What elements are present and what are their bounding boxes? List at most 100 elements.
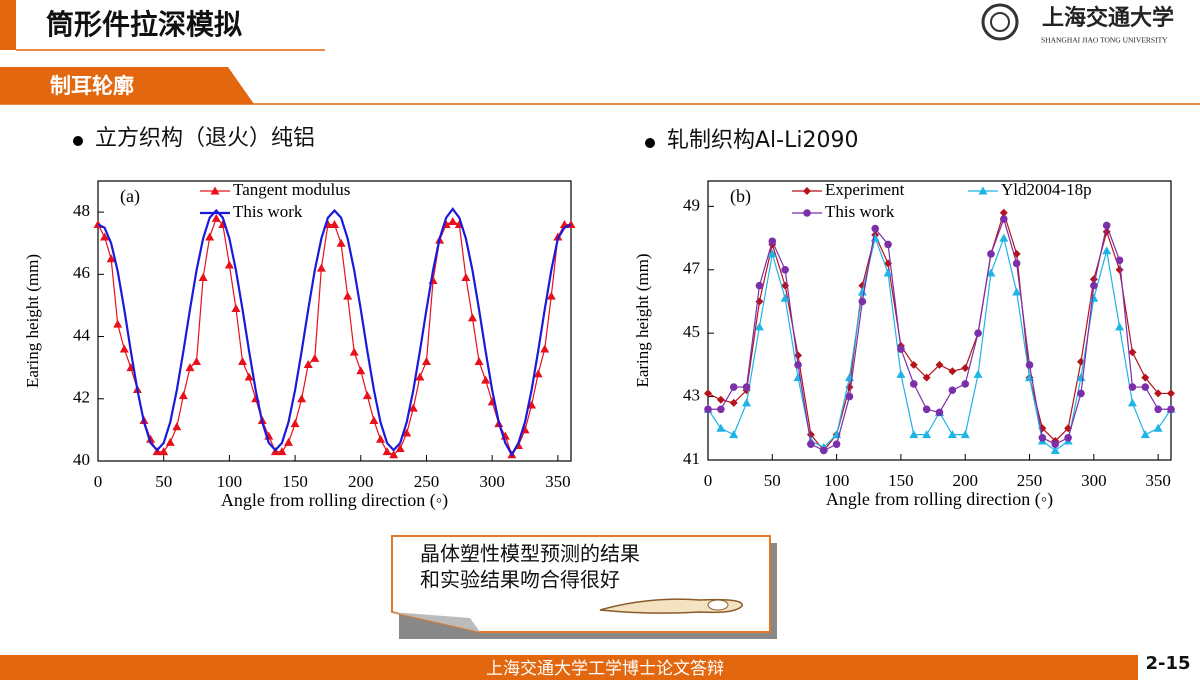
y-axis-label: Earing height (mm) bbox=[633, 253, 652, 387]
footer-text: 上海交通大学工学博士论文答辩 bbox=[486, 659, 724, 679]
x-tick-label: 150 bbox=[282, 472, 308, 491]
marker bbox=[742, 398, 752, 407]
marker bbox=[1141, 373, 1150, 382]
marker bbox=[415, 372, 425, 381]
section-title: 制耳轮廓 bbox=[50, 74, 134, 98]
x-axis-label: Angle from rolling direction (◦) bbox=[221, 490, 448, 511]
marker bbox=[382, 447, 392, 456]
marker bbox=[1167, 389, 1175, 398]
marker bbox=[922, 430, 932, 439]
marker bbox=[336, 238, 346, 247]
marker bbox=[948, 367, 957, 376]
marker bbox=[349, 347, 359, 356]
title-bar bbox=[0, 0, 16, 50]
panel-label: (a) bbox=[120, 186, 140, 207]
marker bbox=[999, 208, 1008, 217]
marker bbox=[704, 405, 712, 414]
x-tick-label: 350 bbox=[545, 472, 571, 491]
callout-pen-tip bbox=[707, 599, 729, 611]
x-tick-label: 50 bbox=[155, 472, 172, 491]
marker bbox=[113, 319, 123, 328]
y-tick-label: 46 bbox=[73, 263, 90, 282]
logo-en: SHANGHAI JIAO TONG UNIVERSITY bbox=[1041, 36, 1168, 45]
marker bbox=[1140, 430, 1150, 439]
marker bbox=[231, 304, 241, 313]
plot-frame bbox=[97, 180, 572, 462]
logo-seal bbox=[981, 3, 1019, 41]
marker bbox=[974, 329, 982, 337]
marker bbox=[100, 232, 110, 241]
marker bbox=[303, 360, 313, 369]
marker bbox=[540, 344, 550, 353]
marker bbox=[185, 363, 195, 372]
y-tick-label: 48 bbox=[73, 201, 90, 220]
legend-marker bbox=[210, 186, 220, 195]
series-line bbox=[707, 235, 1172, 452]
x-tick-label: 200 bbox=[348, 472, 374, 491]
marker bbox=[909, 360, 918, 369]
marker bbox=[704, 389, 712, 398]
marker bbox=[1127, 398, 1137, 407]
marker bbox=[192, 356, 202, 365]
marker bbox=[909, 430, 919, 439]
marker bbox=[858, 297, 867, 306]
marker bbox=[165, 437, 175, 446]
marker bbox=[883, 268, 893, 277]
marker bbox=[871, 224, 879, 233]
marker bbox=[1154, 405, 1162, 414]
chart: 0 50 100 150 200 250 300 350 41 43 45 47 49 Angle fro… bbox=[633, 180, 1176, 510]
marker bbox=[1000, 215, 1008, 223]
marker bbox=[1115, 265, 1124, 274]
legend-marker bbox=[978, 186, 988, 195]
y-tick-label: 44 bbox=[73, 325, 91, 344]
marker bbox=[960, 430, 970, 439]
marker bbox=[1153, 423, 1163, 432]
section-tab bbox=[0, 67, 254, 104]
marker bbox=[395, 444, 405, 453]
marker bbox=[330, 220, 339, 229]
marker bbox=[467, 313, 477, 322]
marker bbox=[1012, 287, 1022, 296]
legend-label: Experiment bbox=[825, 180, 905, 199]
legend-marker bbox=[803, 209, 811, 217]
marker bbox=[375, 434, 385, 443]
marker bbox=[832, 440, 841, 448]
x-axis-label: Angle from rolling direction (◦) bbox=[826, 489, 1053, 510]
x-tick-label: 350 bbox=[1145, 471, 1171, 490]
marker bbox=[402, 428, 412, 437]
bullet: 轧制织构Al-Li2090 bbox=[667, 128, 858, 153]
marker bbox=[1012, 259, 1021, 268]
marker bbox=[909, 380, 918, 388]
marker bbox=[768, 237, 777, 246]
legend-marker bbox=[803, 187, 811, 195]
marker bbox=[948, 386, 957, 395]
marker bbox=[1128, 383, 1137, 391]
marker bbox=[106, 254, 116, 263]
marker bbox=[986, 268, 996, 277]
marker bbox=[1128, 348, 1137, 357]
marker bbox=[408, 403, 418, 412]
marker bbox=[729, 398, 738, 407]
marker bbox=[310, 353, 320, 362]
y-tick-label: 40 bbox=[73, 450, 90, 469]
marker bbox=[884, 240, 892, 249]
callout-fold bbox=[392, 612, 480, 632]
marker bbox=[935, 408, 944, 417]
panel-label: (b) bbox=[730, 186, 751, 207]
marker bbox=[1154, 389, 1163, 398]
marker bbox=[973, 369, 983, 378]
marker bbox=[961, 364, 970, 373]
marker bbox=[987, 250, 995, 258]
marker bbox=[999, 233, 1009, 242]
callout: 晶体塑性模型预测的结果 和实验结果吻合得很好 bbox=[391, 535, 777, 639]
y-tick-label: 42 bbox=[73, 388, 90, 407]
marker bbox=[244, 372, 254, 381]
marker bbox=[922, 373, 931, 382]
marker bbox=[1141, 383, 1150, 391]
marker bbox=[297, 394, 307, 403]
marker bbox=[172, 422, 182, 431]
legend-label: This work bbox=[233, 202, 303, 221]
marker bbox=[767, 249, 777, 258]
x-tick-label: 300 bbox=[1081, 471, 1107, 490]
marker bbox=[1102, 221, 1111, 230]
